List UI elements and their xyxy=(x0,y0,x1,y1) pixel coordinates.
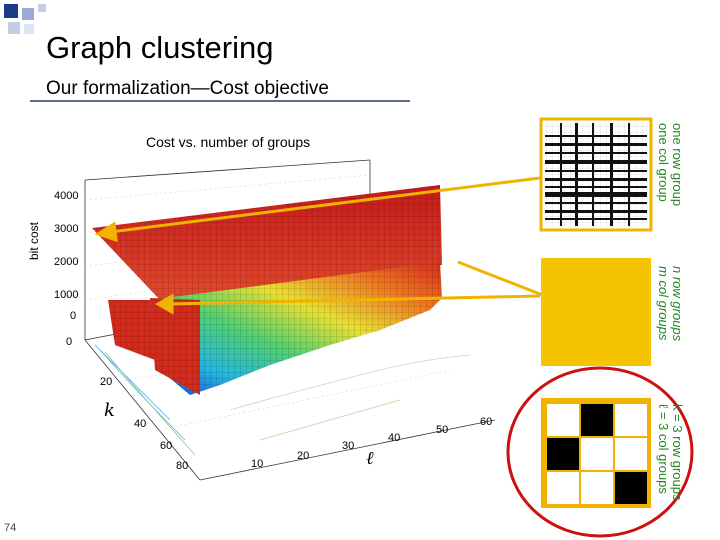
matrix-n-m-groups xyxy=(541,258,651,366)
z-tick: 4000 xyxy=(54,190,79,202)
highlight-ellipse xyxy=(506,366,694,538)
k-tick: 20 xyxy=(100,376,113,388)
z-tick: 0 xyxy=(66,336,73,348)
plot-title: Cost vs. number of groups xyxy=(146,134,311,150)
z-tick: 2000 xyxy=(54,256,79,268)
z-tick: 3000 xyxy=(54,223,79,235)
panel-label-line: ℓ = 3 col groups xyxy=(656,404,671,494)
panel-label-line: m col groups xyxy=(656,266,671,341)
k-axis-label: k xyxy=(104,400,115,421)
panel-label-line: one col group xyxy=(656,123,671,202)
l-tick: 60 xyxy=(480,416,493,428)
slide-subtitle: Our formalization—Cost objective xyxy=(46,78,329,99)
annotation-arrows xyxy=(94,176,546,315)
l-tick: 20 xyxy=(297,450,310,462)
panel-label-n-m-groups: n row groups m col groups xyxy=(656,266,685,342)
k-tick: 40 xyxy=(134,418,147,430)
panel-label-line: one row group xyxy=(670,123,685,207)
l-axis-label: ℓ xyxy=(366,448,374,469)
k-tick: 0 xyxy=(70,310,77,322)
matrix-one-group xyxy=(539,117,653,232)
corner-decoration xyxy=(4,4,46,34)
matrix-3x3-groups xyxy=(541,398,651,508)
z-axis-label: bit cost xyxy=(27,221,41,260)
slide-title: Graph clustering xyxy=(46,30,274,65)
title-rule xyxy=(30,100,410,102)
floor-contours xyxy=(94,344,471,456)
k-tick: 80 xyxy=(176,460,189,472)
panel-label-line: n row groups xyxy=(670,266,685,342)
panel-label-one-group: one row group one col group xyxy=(656,123,685,207)
page-number: 74 xyxy=(4,522,17,534)
panel-label-line: k = 3 row groups xyxy=(670,404,685,501)
z-tick: 1000 xyxy=(54,289,79,301)
k-tick: 60 xyxy=(160,440,173,452)
panel-label-3x3-groups: k = 3 row groups ℓ = 3 col groups xyxy=(656,404,685,501)
l-tick: 40 xyxy=(388,432,401,444)
l-tick: 10 xyxy=(251,458,264,470)
l-tick: 30 xyxy=(342,440,355,452)
l-tick: 50 xyxy=(436,424,449,436)
